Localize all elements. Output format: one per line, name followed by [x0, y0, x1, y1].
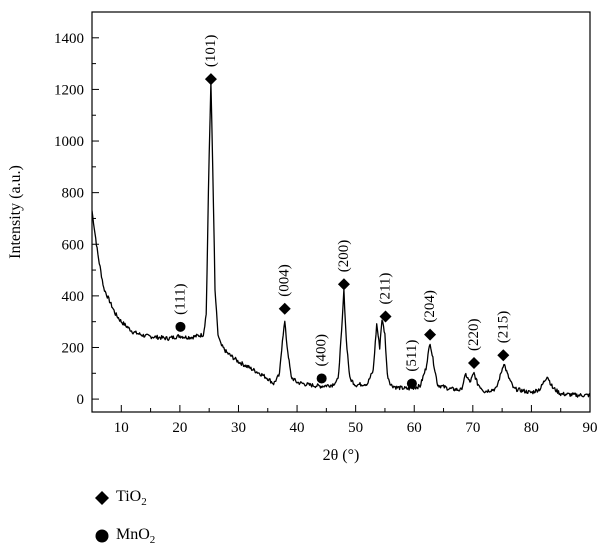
y-tick-label: 1000 — [54, 134, 84, 150]
y-axis-title: Intensity (a.u.) — [7, 165, 24, 259]
y-tick-label: 600 — [62, 237, 85, 253]
x-tick-label: 30 — [231, 420, 246, 436]
y-tick-label: 1400 — [54, 31, 84, 47]
peak-marker-diamond — [379, 310, 392, 323]
legend-label-tio2: TiO2 — [116, 488, 147, 509]
y-tick-label: 1200 — [54, 82, 84, 98]
legend-item-mno2: MnO2 — [88, 526, 155, 546]
peak-label: (211) — [378, 273, 394, 305]
peak-marker-diamond — [337, 278, 350, 291]
peak-marker-diamond — [467, 356, 480, 369]
plot-frame — [91, 11, 591, 413]
peak-label: (400) — [314, 334, 330, 367]
legend-label-mno2: MnO2 — [116, 526, 156, 547]
peak-marker-diamond — [497, 349, 510, 362]
xrd-chart: 10 20 30 40 50 60 70 80 90 0 200 400 600 800 1000 1200 1… — [7, 11, 598, 464]
x-tick-label: 20 — [172, 420, 187, 436]
x-tick-label: 80 — [524, 420, 539, 436]
diamond-icon — [88, 490, 116, 506]
peak-label: (200) — [336, 240, 352, 273]
plot-area: 10 20 30 40 50 60 70 80 90 0 200 400 600 800 1000 1200 1… — [7, 11, 598, 464]
x-tick-label: 90 — [583, 420, 598, 436]
peak-marker-diamond — [278, 302, 291, 315]
x-tick-label: 60 — [407, 420, 422, 436]
y-tick-label: 200 — [62, 340, 85, 356]
peak-label: (004) — [277, 264, 293, 297]
peak-label: (220) — [466, 318, 482, 351]
peak-marker-diamond — [204, 73, 217, 86]
peak-label: (215) — [495, 311, 511, 344]
x-tick-label: 70 — [465, 420, 480, 436]
legend-item-tio2: TiO2 — [88, 488, 147, 508]
y-tick-label: 0 — [77, 392, 85, 408]
peak-label: (511) — [404, 340, 420, 372]
peak-label: (101) — [203, 35, 219, 68]
x-axis-title: 2θ (°) — [323, 447, 360, 464]
peak-label: (204) — [422, 290, 438, 323]
y-tick-label: 400 — [62, 289, 85, 305]
circle-icon — [88, 528, 116, 544]
peak-marker-diamond — [424, 328, 437, 341]
y-tick-label: 800 — [62, 186, 85, 202]
x-tick-label: 40 — [290, 420, 305, 436]
x-tick-label: 10 — [114, 420, 129, 436]
peak-label: (111) — [172, 283, 188, 314]
peak-marker-circle — [316, 373, 327, 384]
peak-marker-circle — [406, 378, 417, 389]
x-tick-label: 50 — [348, 420, 363, 436]
peak-marker-circle — [175, 321, 186, 332]
series-line-0 — [92, 81, 590, 398]
